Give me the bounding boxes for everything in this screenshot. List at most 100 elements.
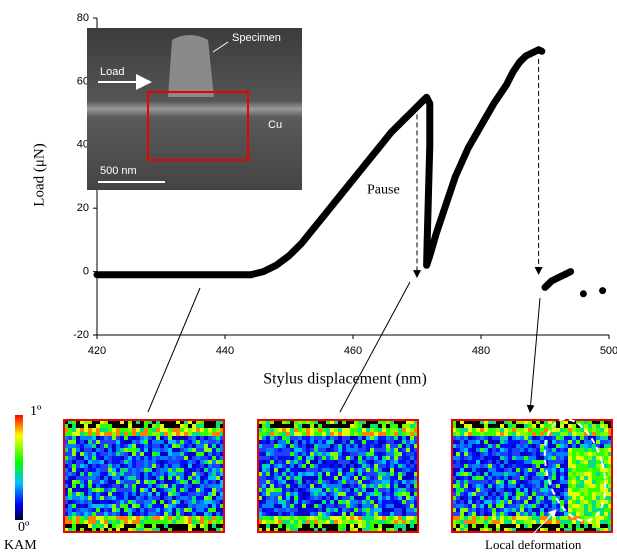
kam-pixel: [548, 500, 552, 504]
kam-pixel: [76, 492, 80, 496]
kam-pixel: [410, 444, 414, 448]
kam-pixel: [140, 500, 144, 504]
kam-pixel: [152, 504, 156, 508]
kam-pixel: [378, 448, 382, 452]
kam-pixel: [488, 476, 492, 480]
kam-pixel: [390, 428, 394, 432]
x-tick-label: 460: [344, 345, 362, 357]
kam-pixel: [584, 480, 588, 484]
kam-pixel: [216, 456, 220, 460]
kam-pixel: [460, 476, 464, 480]
kam-pixel: [76, 520, 80, 524]
kam-pixel: [560, 444, 564, 448]
kam-pixel: [390, 512, 394, 516]
kam-pixel: [516, 488, 520, 492]
kam-pixel: [88, 468, 92, 472]
kam-pixel: [104, 484, 108, 488]
kam-pixel: [298, 508, 302, 512]
kam-pixel: [208, 428, 212, 432]
kam-pixel: [468, 508, 472, 512]
kam-pixel: [84, 484, 88, 488]
kam-pixel: [294, 464, 298, 468]
kam-pixel: [310, 472, 314, 476]
kam-pixel: [302, 444, 306, 448]
kam-pixel: [164, 512, 168, 516]
kam-pixel: [322, 456, 326, 460]
kam-pixel: [212, 448, 216, 452]
kam-pixel: [564, 448, 568, 452]
kam-pixel: [282, 496, 286, 500]
kam-pixel: [468, 436, 472, 440]
kam-pixel: [92, 448, 96, 452]
kam-pixel: [322, 452, 326, 456]
kam-pixel: [362, 444, 366, 448]
kam-pixel: [148, 440, 152, 444]
kam-pixel: [112, 524, 116, 528]
kam-pixel: [496, 484, 500, 488]
kam-pixel: [168, 432, 172, 436]
kam-pixel: [476, 432, 480, 436]
kam-pixel: [406, 440, 410, 444]
kam-pixel: [358, 512, 362, 516]
kam-pixel: [460, 504, 464, 508]
kam-pixel: [472, 444, 476, 448]
kam-pixel: [564, 456, 568, 460]
kam-pixel: [306, 508, 310, 512]
kam-pixel: [314, 456, 318, 460]
kam-pixel: [382, 512, 386, 516]
kam-pixel: [374, 468, 378, 472]
kam-pixel: [80, 448, 84, 452]
kam-pixel: [472, 500, 476, 504]
kam-pixel: [334, 488, 338, 492]
kam-pixel: [338, 492, 342, 496]
kam-pixel: [568, 524, 572, 528]
kam-pixel: [456, 504, 460, 508]
kam-pixel: [188, 460, 192, 464]
kam-pixel: [468, 520, 472, 524]
kam-pixel: [346, 496, 350, 500]
kam-pixel: [270, 428, 274, 432]
kam-pixel: [572, 452, 576, 456]
kam-pixel: [176, 444, 180, 448]
kam-pixel: [120, 520, 124, 524]
kam-pixel: [112, 428, 116, 432]
kam-pixel: [192, 508, 196, 512]
kam-pixel: [564, 428, 568, 432]
kam-pixel: [274, 512, 278, 516]
kam-pixel: [410, 496, 414, 500]
kam-pixel: [568, 468, 572, 472]
kam-pixel: [310, 464, 314, 468]
kam-pixel: [266, 492, 270, 496]
kam-pixel: [394, 452, 398, 456]
kam-pixel: [386, 436, 390, 440]
kam-pixel: [298, 484, 302, 488]
kam-pixel: [552, 440, 556, 444]
kam-pixel: [72, 456, 76, 460]
kam-pixel: [282, 520, 286, 524]
kam-pixel: [322, 512, 326, 516]
kam-pixel: [278, 428, 282, 432]
kam-pixel: [560, 484, 564, 488]
kam-pixel: [322, 476, 326, 480]
kam-pixel: [112, 432, 116, 436]
kam-pixel: [410, 424, 414, 428]
kam-pixel: [270, 496, 274, 500]
kam-pixel: [140, 432, 144, 436]
kam-pixel: [604, 436, 608, 440]
kam-pixel: [104, 424, 108, 428]
kam-pixel: [346, 500, 350, 504]
kam-pixel: [84, 456, 88, 460]
kam-pixel: [520, 436, 524, 440]
kam-pixel: [172, 468, 176, 472]
kam-pixel: [160, 464, 164, 468]
kam-pixel: [108, 512, 112, 516]
kam-pixel: [188, 444, 192, 448]
kam-pixel: [496, 520, 500, 524]
kam-pixel: [84, 516, 88, 520]
kam-pixel: [468, 516, 472, 520]
kam-pixel: [366, 444, 370, 448]
kam-pixel: [338, 440, 342, 444]
kam-pixel: [318, 464, 322, 468]
kam-pixel: [144, 520, 148, 524]
kam-pixel: [318, 460, 322, 464]
